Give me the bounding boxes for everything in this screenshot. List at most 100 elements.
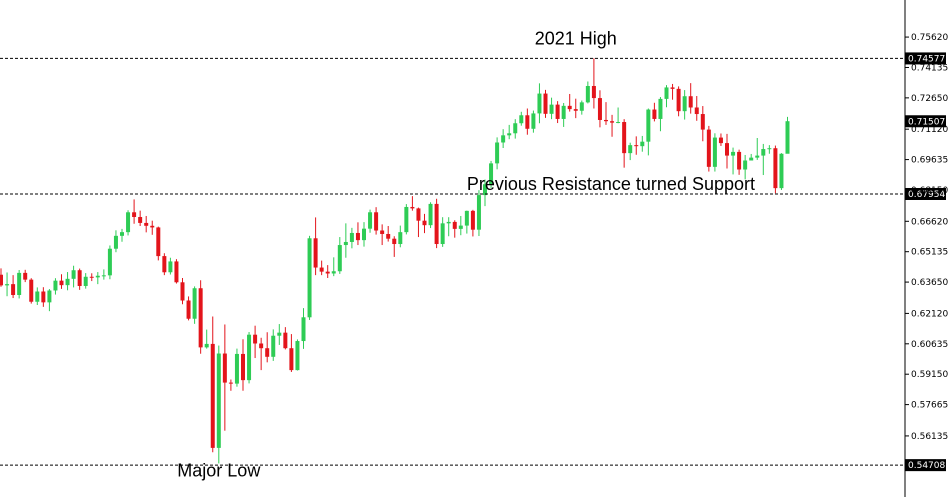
candle-body-down [543,93,548,114]
candle [77,268,82,290]
candle-body-down [374,212,379,231]
candle-body-up [628,145,633,154]
candle [192,286,197,324]
level-label-box [905,52,946,65]
level-label: 0.67954 [908,190,945,200]
candle-body-up [204,343,209,348]
candle-body-up [531,113,536,129]
candle-body-up [664,87,669,99]
candle [23,269,28,283]
candle-body-up [785,121,790,154]
candle [688,83,693,114]
candle [531,110,536,133]
candle-body-up [507,133,512,136]
candle-body-down [604,119,608,122]
candle [156,226,161,261]
candle-body-down [180,282,185,301]
candle-body-down [634,145,639,147]
candle-body-up [428,203,433,226]
candle [767,145,772,154]
candle-body-up [404,206,409,233]
candle [337,237,342,274]
candle [162,253,167,276]
candle [343,223,348,258]
candle-body-up [192,288,197,319]
y-tick-label: 0.56135 [911,432,948,442]
candle-body-down [325,271,330,274]
candle [313,217,318,276]
candle-body-down [265,348,270,357]
candle-body-down [688,96,693,108]
candle [368,209,373,233]
candle [591,58,596,109]
candle [101,269,106,280]
candle [773,145,778,194]
candle-body-up [126,212,131,233]
y-tick-label: 0.71120 [911,125,948,135]
candle [301,308,306,349]
candle [404,204,409,235]
candle [126,210,131,236]
candle-body-up [337,245,342,272]
candle [446,217,451,237]
candle-body-up [71,270,76,279]
candle [222,324,227,431]
y-tick-label: 0.57665 [911,401,948,411]
candle-body-up [277,332,282,336]
y-tick-label: 0.66620 [911,217,948,227]
candle-body-down [591,85,596,99]
candle [670,83,675,100]
candle [289,334,294,372]
y-tick-label: 0.69635 [911,156,948,166]
candle [35,287,40,306]
candle [622,119,627,168]
candle-body-down [573,109,578,111]
candle [331,257,336,277]
candle-body-up [537,93,542,114]
candle-body-down [392,238,397,245]
candle [634,136,639,155]
candle [501,129,506,149]
candle-body-up [519,115,524,124]
candle-body-up [743,160,748,170]
candle-body-down [144,222,149,226]
level-label-box [905,459,946,472]
candle-body-up [495,142,500,164]
y-tick-label: 0.74135 [911,63,948,73]
candle [253,325,258,359]
candle [95,272,100,285]
candle [476,190,481,237]
candle [150,220,155,235]
level-label-box [905,187,946,200]
candle [470,209,475,237]
candle-body-down [773,148,778,189]
candle-body-down [386,233,391,239]
candle [228,379,233,391]
candle [319,260,324,276]
level-label: 0.71507 [908,117,945,127]
candle-body-up [549,104,554,114]
candle [295,339,300,371]
candle [410,196,415,211]
candle-body-down [422,220,427,226]
candle-body-down [228,382,233,384]
candle-body-down [59,280,64,286]
candle-body-down [289,348,294,371]
candle-body-up [362,228,366,241]
candle [180,277,185,305]
candle [682,90,687,120]
candle [138,210,143,227]
candle [41,287,46,307]
candle [694,96,699,121]
candle [658,97,663,132]
candle [186,296,191,321]
candle-body-up [35,291,40,302]
candle-body-down [313,238,318,268]
y-tick-label: 0.60635 [911,340,948,350]
candle-body-up [501,135,506,143]
candle [168,257,173,275]
candle-body-down [434,203,439,245]
candle [5,272,10,297]
candle-body-down [380,230,385,234]
candle-body-up [17,272,22,295]
